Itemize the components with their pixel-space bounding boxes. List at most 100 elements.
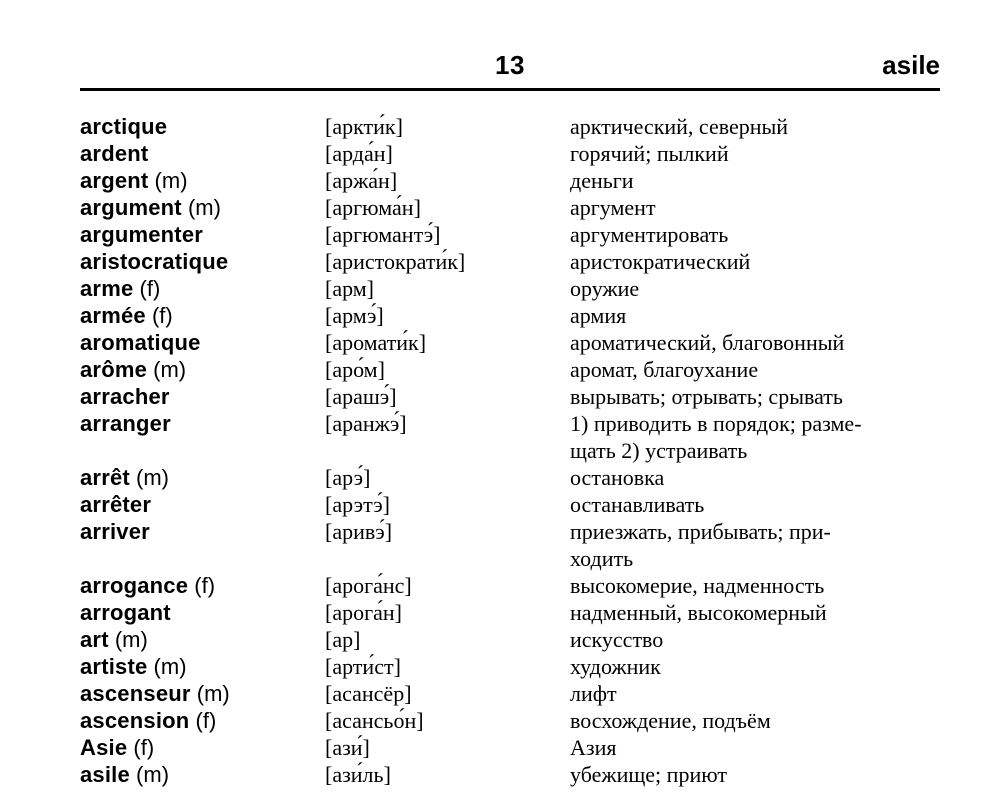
- headword: arôme (m): [80, 356, 325, 383]
- headword-text: Asie: [80, 735, 127, 760]
- headword: ascension (f): [80, 707, 325, 734]
- headword-gender: (m): [191, 681, 230, 706]
- pronunciation: [ази́]: [325, 734, 570, 761]
- entry-row: arracher [арашэ́]вырывать; отрывать; срыв…: [80, 383, 940, 410]
- translation: восхождение, подъём: [570, 707, 940, 734]
- headword: arriver: [80, 518, 325, 545]
- headword: arme (f): [80, 275, 325, 302]
- translation: высокомерие, надменность: [570, 572, 940, 599]
- pronunciation: [ар]: [325, 626, 570, 653]
- headword-text: art: [80, 627, 109, 652]
- entry-row: arrêter[арэтэ́]останавливать: [80, 491, 940, 518]
- pronunciation: [аркти́к]: [325, 113, 570, 140]
- translation: останавливать: [570, 491, 940, 518]
- headword: Asie (f): [80, 734, 325, 761]
- entry-row: argument (m)[аргюма́н]аргумент: [80, 194, 940, 221]
- headword-text: arctique: [80, 114, 167, 139]
- pronunciation: [аржа́н]: [325, 167, 570, 194]
- entry-row: ascenseur (m)[асансёр]лифт: [80, 680, 940, 707]
- headword-text: arrogant: [80, 600, 171, 625]
- headword-gender: (m): [109, 627, 148, 652]
- pronunciation: [аргюма́н]: [325, 194, 570, 221]
- pronunciation: [аро́м]: [325, 356, 570, 383]
- blank: [80, 545, 325, 572]
- headword: arrogant: [80, 599, 325, 626]
- pronunciation: [аромати́к]: [325, 329, 570, 356]
- headword-gender: (m): [182, 195, 221, 220]
- headword-text: ascension: [80, 708, 189, 733]
- headword-gender: (f): [146, 303, 173, 328]
- headword: asile (m): [80, 761, 325, 788]
- entry-row: aromatique[аромати́к]ароматический, благ…: [80, 329, 940, 356]
- translation: Азия: [570, 734, 940, 761]
- page-number: 13: [495, 50, 525, 81]
- translation: деньги: [570, 167, 940, 194]
- headword-text: arrêt: [80, 465, 130, 490]
- translation: приезжать, прибывать; при-: [570, 518, 940, 545]
- translation: оружие: [570, 275, 940, 302]
- translation: горячий; пылкий: [570, 140, 940, 167]
- entries-list: arctique[аркти́к]арктический, северныйar…: [80, 113, 940, 788]
- pronunciation: [арашэ́]: [325, 383, 570, 410]
- pronunciation: [арога́нс]: [325, 572, 570, 599]
- headword: argumenter: [80, 221, 325, 248]
- entry-row: arrogance (f)[арога́нс]высокомерие, надм…: [80, 572, 940, 599]
- headword-text: armée: [80, 303, 146, 328]
- translation: ароматический, благовонный: [570, 329, 940, 356]
- translation: аромат, благоухание: [570, 356, 940, 383]
- headword-text: arrêter: [80, 492, 151, 517]
- dictionary-page: 13 asile arctique [аркти́к]арктический, с…: [0, 0, 1000, 808]
- translation: армия: [570, 302, 940, 329]
- headword-gender: (m): [130, 465, 169, 490]
- headword: arrogance (f): [80, 572, 325, 599]
- pronunciation: [аранжэ́]: [325, 410, 570, 437]
- guide-word: asile: [882, 50, 940, 81]
- headword-gender: (f): [188, 573, 215, 598]
- headword: arrêter: [80, 491, 325, 518]
- headword-text: arrogance: [80, 573, 188, 598]
- headword-text: arracher: [80, 384, 170, 409]
- translation: аргумент: [570, 194, 940, 221]
- entry-continuation: щать 2) устраивать: [80, 437, 940, 464]
- pronunciation: [арда́н]: [325, 140, 570, 167]
- entry-row: arrêt (m) [арэ́]остановка: [80, 464, 940, 491]
- headword: artiste (m): [80, 653, 325, 680]
- entry-row: Asie (f)[ази́]Азия: [80, 734, 940, 761]
- translation-continuation: щать 2) устраивать: [570, 437, 940, 464]
- pronunciation: [арэ́]: [325, 464, 570, 491]
- page-header: 13 asile: [80, 50, 940, 91]
- headword: arctique: [80, 113, 325, 140]
- translation: вырывать; отрывать; срывать: [570, 383, 940, 410]
- translation: аристократический: [570, 248, 940, 275]
- entry-row: asile (m)[ази́ль]убежище; приют: [80, 761, 940, 788]
- translation-continuation: ходить: [570, 545, 940, 572]
- translation: искусство: [570, 626, 940, 653]
- translation: арктический, северный: [570, 113, 940, 140]
- entry-continuation: ходить: [80, 545, 940, 572]
- pronunciation: [арм]: [325, 275, 570, 302]
- pronunciation: [асансьо́н]: [325, 707, 570, 734]
- translation: аргументировать: [570, 221, 940, 248]
- entry-row: arôme (m)[аро́м]аромат, благоухание: [80, 356, 940, 383]
- entry-row: arrogant[арога́н]надменный, высокомерный: [80, 599, 940, 626]
- headword-gender: (f): [127, 735, 154, 760]
- headword-text: ascenseur: [80, 681, 191, 706]
- headword: aristocratique: [80, 248, 325, 275]
- headword-text: aristocratique: [80, 249, 228, 274]
- headword-text: arôme: [80, 357, 147, 382]
- headword-gender: (f): [189, 708, 216, 733]
- entry-row: arctique [аркти́к]арктический, северный: [80, 113, 940, 140]
- headword-text: arriver: [80, 519, 150, 544]
- headword-text: ardent: [80, 141, 148, 166]
- headword-gender: (m): [130, 762, 169, 787]
- entry-row: arranger[аранжэ́]1) приводить в порядок;…: [80, 410, 940, 437]
- headword: arracher: [80, 383, 325, 410]
- translation: лифт: [570, 680, 940, 707]
- translation: остановка: [570, 464, 940, 491]
- headword: armée (f): [80, 302, 325, 329]
- headword-gender: (f): [133, 276, 160, 301]
- headword-gender: (m): [147, 654, 186, 679]
- translation: 1) приводить в порядок; разме-: [570, 410, 940, 437]
- entry-row: ardent [арда́н]горячий; пылкий: [80, 140, 940, 167]
- translation: художник: [570, 653, 940, 680]
